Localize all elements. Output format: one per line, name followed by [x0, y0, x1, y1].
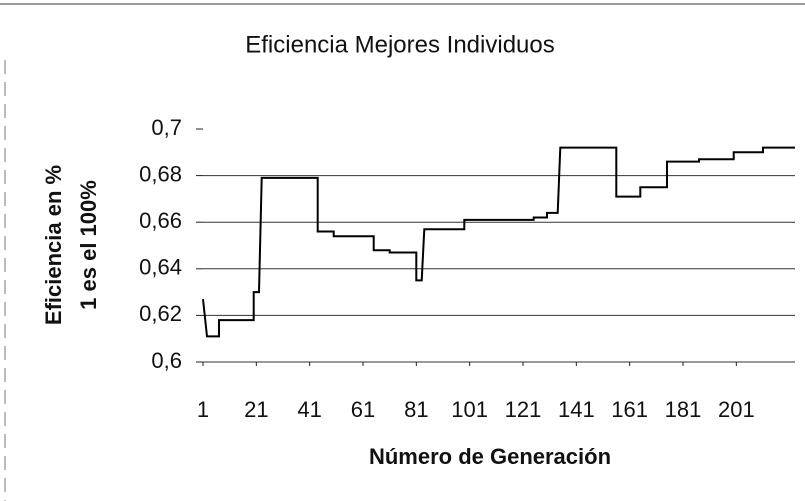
x-tick-label: 121 [505, 397, 542, 422]
chart-title: Eficiencia Mejores Individuos [245, 31, 554, 58]
x-axis-label: Número de Generación [369, 444, 611, 469]
x-tick-label: 21 [244, 397, 268, 422]
x-tick-label: 141 [558, 397, 595, 422]
x-tick-label: 201 [718, 397, 755, 422]
y-tick-label: 0,62 [139, 301, 182, 326]
x-tick-label: 61 [351, 397, 375, 422]
y-tick-label: 0,64 [139, 255, 182, 280]
x-tick-label: 161 [611, 397, 648, 422]
data-line [202, 146, 795, 338]
y-tick-label: 0,68 [139, 161, 182, 186]
x-tick-label: 1 [197, 397, 209, 422]
y-tick-label: 0,66 [139, 208, 182, 233]
y-axis-label: 1 es el 100% [76, 180, 101, 310]
x-tick-label: 81 [404, 397, 428, 422]
y-tick-label: 0,6 [151, 348, 182, 373]
y-tick-label: 0,7 [151, 115, 182, 140]
x-tick-label: 41 [297, 397, 321, 422]
y-axis-label: Eficiencia en % [41, 165, 66, 325]
x-tick-label: 101 [451, 397, 488, 422]
x-tick-label: 181 [665, 397, 702, 422]
